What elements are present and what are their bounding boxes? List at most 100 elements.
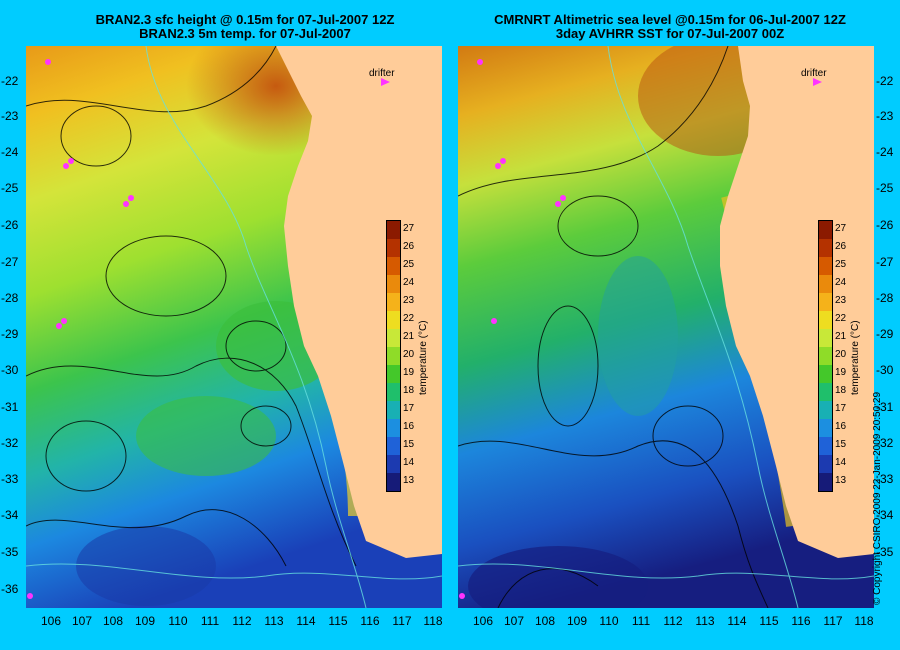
colorbar-segment (387, 401, 400, 419)
colorbar-label: 13 (835, 475, 847, 486)
lat-label: -31 (1, 400, 19, 414)
left-title-line1: BRAN2.3 sfc height @ 0.15m for 07-Jul-20… (95, 12, 395, 27)
timestamp-label: 22-Jan-2009 20:50:29 (872, 391, 883, 490)
colorbar-segment (819, 329, 832, 347)
right-map (458, 46, 874, 608)
lat-label: -29 (876, 327, 894, 341)
colorbar-label: 18 (403, 385, 415, 396)
colorbar-label: 14 (835, 457, 847, 468)
colorbar-segment (819, 455, 832, 473)
lon-label: 107 (71, 614, 93, 628)
colorbar-label: 22 (835, 313, 847, 324)
colorbar-segment (387, 437, 400, 455)
lat-label: -25 (876, 181, 894, 195)
lon-label: 109 (566, 614, 588, 628)
colorbar-segment (387, 383, 400, 401)
colorbar-label: 20 (403, 349, 415, 360)
colorbar-segment (387, 365, 400, 383)
drifter-markers-right (459, 59, 822, 599)
right-title-line2: 3day AVHRR SST for 07-Jul-2007 00Z (555, 26, 785, 41)
colorbar-segment (387, 329, 400, 347)
right-map-panel (458, 46, 874, 608)
lon-label: 113 (695, 614, 715, 628)
colorbar-strip (818, 220, 833, 492)
lon-label: 112 (232, 614, 252, 628)
copyright-text: © Copyright CSIRO 2009 22-Jan-2009 20:50… (872, 392, 883, 605)
left-map (26, 46, 442, 608)
colorbar-label: 19 (835, 367, 847, 378)
copyright-label: © Copyright CSIRO 2009 (872, 492, 883, 605)
colorbar-label: 13 (403, 475, 415, 486)
lat-label: -32 (1, 436, 19, 450)
lat-label: -33 (1, 472, 19, 486)
lon-label: 117 (392, 614, 412, 628)
colorbar-strip (386, 220, 401, 492)
lon-label: 118 (423, 614, 443, 628)
lon-label: 107 (503, 614, 525, 628)
drifter-label-right: drifter (801, 68, 827, 79)
lat-label: -26 (1, 218, 19, 232)
right-panel-title: CMRNRT Altimetric sea level @0.15m for 0… (460, 13, 880, 41)
lat-label: -28 (1, 291, 19, 305)
lat-label: -35 (1, 545, 19, 559)
lat-label: -36 (1, 582, 19, 596)
lon-label: 106 (40, 614, 62, 628)
colorbar-segment (819, 275, 832, 293)
lat-label: -23 (876, 109, 894, 123)
lon-label: 110 (168, 614, 188, 628)
colorbar-label: 22 (403, 313, 415, 324)
right-title-line1: CMRNRT Altimetric sea level @0.15m for 0… (494, 12, 846, 27)
colorbar-segment (387, 275, 400, 293)
colorbar-segment (819, 257, 832, 275)
colorbar-label: 23 (835, 295, 847, 306)
colorbar-segment (819, 473, 832, 491)
colorbar-segment (819, 311, 832, 329)
colorbar-title: temperature (°C) (418, 320, 429, 395)
lat-label: -34 (1, 508, 19, 522)
colorbar-label: 21 (835, 331, 847, 342)
colorbar-label: 16 (835, 421, 847, 432)
lon-label: 114 (727, 614, 747, 628)
lon-label: 108 (102, 614, 124, 628)
land-right (720, 46, 874, 558)
colorbar-label: 27 (403, 223, 415, 234)
colorbar-label: 18 (835, 385, 847, 396)
lat-label: -30 (876, 363, 894, 377)
lon-label: 117 (823, 614, 843, 628)
lon-label: 118 (854, 614, 874, 628)
colorbar-label: 24 (403, 277, 415, 288)
colorbar-label: 17 (403, 403, 415, 414)
lon-label: 111 (200, 614, 220, 628)
lat-label: -22 (876, 74, 894, 88)
colorbar-segment (387, 473, 400, 491)
colorbar-segment (819, 437, 832, 455)
lat-label: -27 (876, 255, 894, 269)
lon-label: 108 (534, 614, 556, 628)
lon-label: 115 (328, 614, 348, 628)
colorbar-segment (819, 347, 832, 365)
colorbar-segment (387, 311, 400, 329)
colorbar-label: 25 (835, 259, 847, 270)
lat-label: -24 (1, 145, 19, 159)
colorbar-segment (387, 221, 400, 239)
colorbar-label: 24 (835, 277, 847, 288)
drifter-markers-left (27, 59, 390, 599)
colorbar-label: 19 (403, 367, 415, 378)
colorbar-label: 27 (835, 223, 847, 234)
lat-label: -35 (876, 545, 894, 559)
lon-label: 112 (663, 614, 683, 628)
colorbar-label: 15 (835, 439, 847, 450)
left-title-line2: BRAN2.3 5m temp. for 07-Jul-2007 (139, 26, 351, 41)
lon-label: 113 (264, 614, 284, 628)
lon-label: 110 (599, 614, 619, 628)
colorbar-label: 14 (403, 457, 415, 468)
lat-label: -26 (876, 218, 894, 232)
colorbar-segment (387, 293, 400, 311)
lon-label: 115 (759, 614, 779, 628)
colorbar-segment (387, 455, 400, 473)
drifter-label-left: drifter (369, 68, 395, 79)
colorbar-label: 20 (835, 349, 847, 360)
lat-label: -22 (1, 74, 19, 88)
lat-label: -25 (1, 181, 19, 195)
colorbar-label: 23 (403, 295, 415, 306)
